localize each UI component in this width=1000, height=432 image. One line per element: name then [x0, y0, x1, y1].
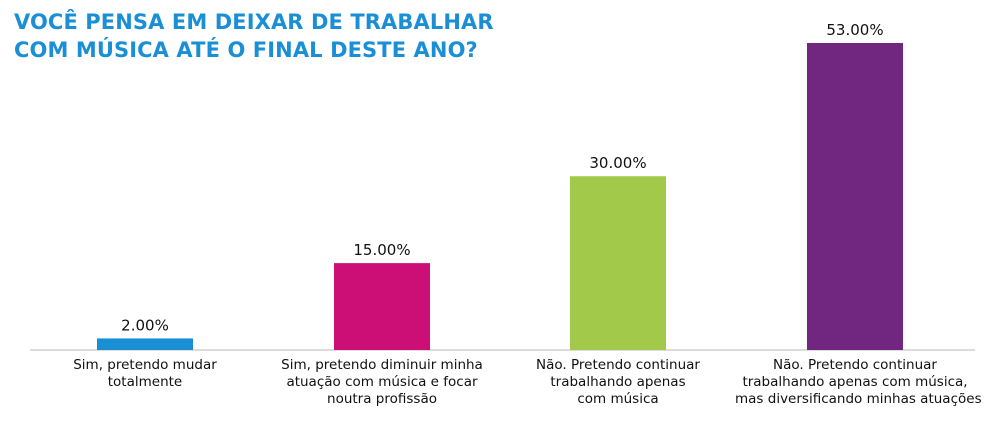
category-label-4-line-3: mas diversificando minhas atuações	[735, 391, 982, 407]
category-label-1: Sim, pretendo mudar totalmente	[25, 357, 265, 391]
bar-4	[807, 43, 903, 350]
data-label-3: 30.00%	[589, 154, 646, 172]
chart-title: VOCÊ PENSA EM DEIXAR DE TRABALHAR COM MÚ…	[14, 8, 534, 64]
bar-1	[97, 338, 193, 350]
bar-3	[570, 176, 666, 350]
category-label-3: Não. Pretendo continuar trabalhando apena…	[498, 357, 738, 408]
category-label-3-line-1: Não. Pretendo continuar	[536, 357, 700, 373]
category-label-2-line-1: Sim, pretendo diminuir minha	[281, 357, 483, 373]
data-label-2: 15.00%	[353, 241, 410, 259]
chart-title-line-1: VOCÊ PENSA EM DEIXAR DE TRABALHAR	[14, 10, 494, 34]
category-label-1-line-2: totalmente	[107, 374, 183, 390]
data-label-1: 2.00%	[121, 316, 169, 334]
category-label-2: Sim, pretendo diminuir minha atuação com …	[262, 357, 502, 408]
category-label-3-line-3: com música	[577, 391, 659, 407]
category-label-4-line-1: Não. Pretendo continuar	[773, 357, 937, 373]
category-label-4-line-2: trabalhando apenas com música,	[742, 374, 968, 390]
category-label-1-line-1: Sim, pretendo mudar	[73, 357, 217, 373]
data-label-4: 53.00%	[826, 21, 883, 39]
category-label-3-line-2: trabalhando apenas	[550, 374, 686, 390]
category-label-2-line-3: noutra profissão	[327, 391, 437, 407]
bar-2	[334, 263, 430, 350]
category-label-4: Não. Pretendo continuar trabalhando apena…	[735, 357, 982, 408]
chart-title-line-2: COM MÚSICA ATÉ O FINAL DESTE ANO?	[14, 38, 478, 62]
category-label-2-line-2: atuação com música e focar	[286, 374, 478, 390]
